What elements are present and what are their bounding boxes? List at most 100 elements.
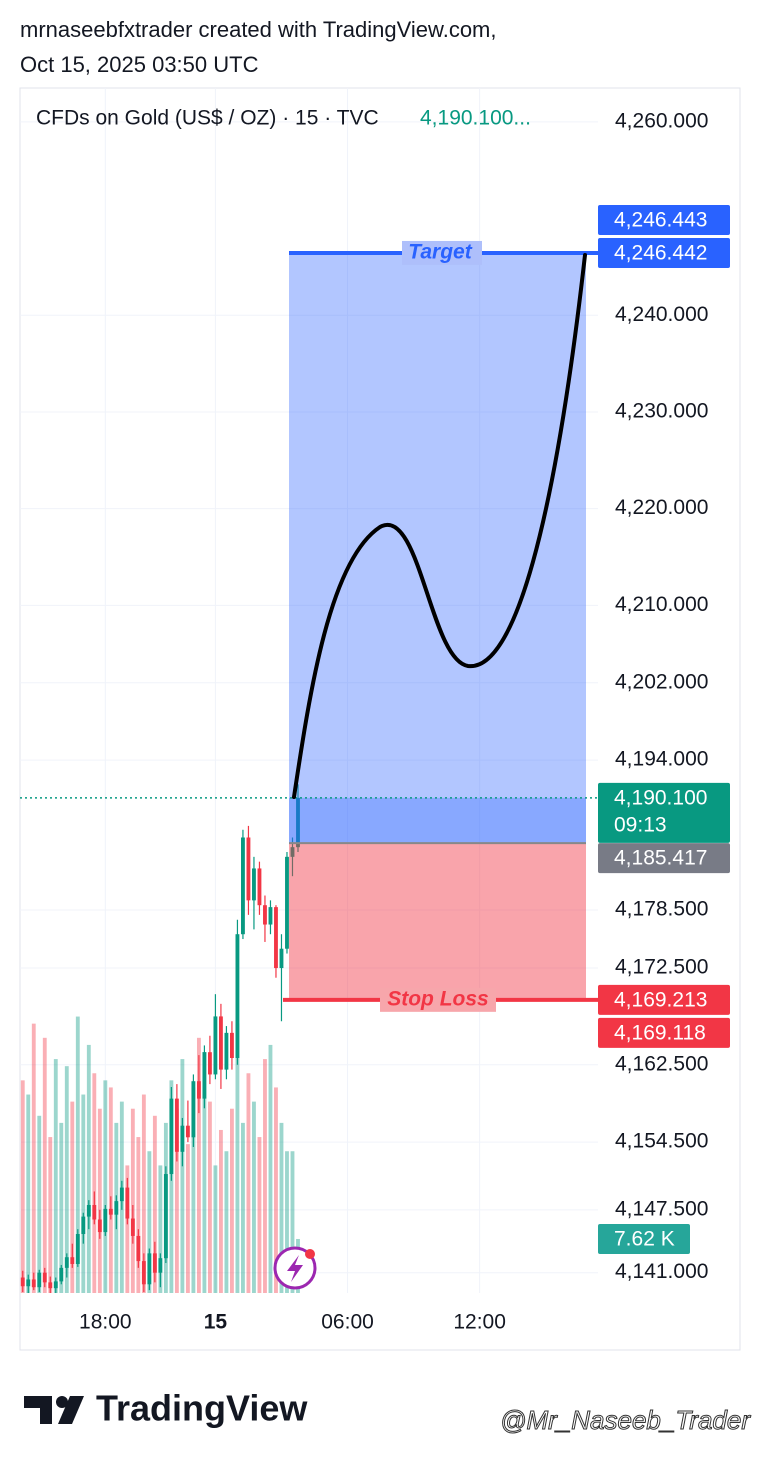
candle-body bbox=[81, 1216, 86, 1235]
volume-bar bbox=[257, 1137, 262, 1293]
header-line: mrnaseebfxtrader created with TradingVie… bbox=[20, 17, 497, 42]
volume-bar bbox=[125, 1165, 130, 1293]
stop-zone bbox=[289, 843, 586, 1000]
candle-body bbox=[207, 1052, 212, 1075]
y-tick-label: 4,172.500 bbox=[615, 956, 708, 979]
candle-body bbox=[163, 1174, 168, 1259]
candle-body bbox=[296, 797, 300, 848]
candle-body bbox=[70, 1257, 75, 1264]
candle-body bbox=[147, 1253, 152, 1285]
volume-bar bbox=[48, 1137, 53, 1293]
volume-bar bbox=[26, 1094, 31, 1293]
candle-body bbox=[241, 837, 245, 935]
volume-bar bbox=[202, 1052, 207, 1293]
candle-body bbox=[279, 948, 284, 969]
volume-bar bbox=[59, 1122, 64, 1293]
candle-body bbox=[196, 1081, 201, 1099]
volume-bar bbox=[147, 1151, 152, 1293]
target-price-label-box bbox=[598, 204, 730, 235]
candle-body bbox=[246, 837, 251, 901]
candle-body bbox=[108, 1208, 113, 1215]
y-tick-label: 4,210.000 bbox=[615, 593, 708, 616]
candle-body bbox=[202, 1052, 207, 1099]
volume-bar bbox=[169, 1080, 174, 1293]
volume-bar bbox=[108, 1087, 113, 1293]
candle-body bbox=[274, 907, 278, 969]
volume-bar bbox=[246, 1073, 251, 1293]
chart-title: CFDs on Gold (US$ / OZ) · 15 · TVC bbox=[36, 107, 379, 130]
volume-bar bbox=[274, 1087, 278, 1293]
x-tick-label: 18:00 bbox=[79, 1311, 132, 1334]
stop-price-label-box bbox=[598, 984, 730, 1015]
volume-bar bbox=[53, 1059, 58, 1293]
volume-bar bbox=[290, 1151, 295, 1293]
candle-body bbox=[130, 1218, 135, 1236]
volume-bar bbox=[103, 1080, 108, 1293]
target-price-label-box bbox=[598, 237, 730, 268]
candle-body bbox=[252, 868, 256, 901]
y-tick-label: 4,162.500 bbox=[615, 1052, 708, 1075]
volume-bar bbox=[174, 1108, 179, 1293]
entry-price-label: 4,185.417 bbox=[614, 847, 707, 870]
y-tick-label: 4,147.500 bbox=[615, 1197, 708, 1220]
volume-bar bbox=[37, 1115, 42, 1293]
open-profit-zone bbox=[289, 797, 586, 844]
candle-body bbox=[97, 1219, 102, 1233]
volume-bar bbox=[241, 1122, 245, 1293]
x-tick-label: 06:00 bbox=[321, 1311, 374, 1334]
volume-bar bbox=[158, 1165, 163, 1293]
stop-price-label-box bbox=[598, 1017, 730, 1048]
y-tick-label: 4,141.000 bbox=[615, 1260, 708, 1283]
volume-bar bbox=[196, 1037, 201, 1293]
volume-bar bbox=[213, 1165, 218, 1293]
volume-bar bbox=[20, 1080, 25, 1293]
candle-body bbox=[26, 1279, 31, 1287]
volume-bar bbox=[70, 1101, 75, 1293]
candle-body bbox=[180, 1125, 185, 1152]
stop-text: Stop Loss bbox=[387, 987, 489, 1010]
candle-body bbox=[218, 1016, 223, 1070]
candle-body bbox=[136, 1235, 141, 1262]
volume-bar bbox=[224, 1151, 229, 1293]
brand: TradingView bbox=[96, 1388, 308, 1429]
line-label-bg bbox=[380, 987, 496, 1012]
candle-body bbox=[230, 1032, 234, 1058]
y-tick-label: 4,230.000 bbox=[615, 400, 708, 423]
brand-logo bbox=[24, 1396, 84, 1424]
target-zone bbox=[289, 252, 586, 844]
volume-bar bbox=[207, 1101, 212, 1293]
candle-body bbox=[257, 868, 262, 906]
x-tick-label: 12:00 bbox=[453, 1311, 506, 1334]
y-tick-label: 4,240.000 bbox=[615, 303, 708, 326]
volume-label-box bbox=[598, 1223, 690, 1254]
volume-bar bbox=[218, 1129, 223, 1293]
current-price-label: 4,190.100 bbox=[614, 786, 707, 809]
candle-body bbox=[125, 1187, 130, 1219]
volume-bar bbox=[136, 1137, 141, 1293]
target-text: Target bbox=[408, 241, 472, 264]
candle-body bbox=[59, 1267, 64, 1282]
volume-bar bbox=[81, 1094, 86, 1293]
y-tick-label: 4,154.500 bbox=[615, 1130, 708, 1153]
candle-body bbox=[31, 1279, 36, 1288]
volume-bar bbox=[141, 1094, 146, 1293]
candle-body bbox=[224, 1032, 229, 1070]
volume-bar bbox=[268, 1044, 273, 1293]
volume-bar bbox=[75, 1016, 80, 1293]
candle-body bbox=[114, 1201, 119, 1215]
volume-bar bbox=[64, 1066, 69, 1293]
candle-body bbox=[268, 907, 273, 925]
volume-bar bbox=[86, 1044, 91, 1293]
header-line: Oct 15, 2025 03:50 UTC bbox=[20, 52, 259, 77]
candle-body bbox=[48, 1282, 53, 1289]
candle-body bbox=[169, 1098, 174, 1175]
candle-body bbox=[285, 856, 289, 949]
chart-frame bbox=[19, 87, 741, 1351]
volume-bar bbox=[92, 1073, 97, 1293]
candle-body bbox=[86, 1204, 91, 1217]
candle-body bbox=[191, 1081, 196, 1138]
candle-body bbox=[158, 1258, 163, 1273]
y-tick-label: 4,220.000 bbox=[615, 496, 708, 519]
